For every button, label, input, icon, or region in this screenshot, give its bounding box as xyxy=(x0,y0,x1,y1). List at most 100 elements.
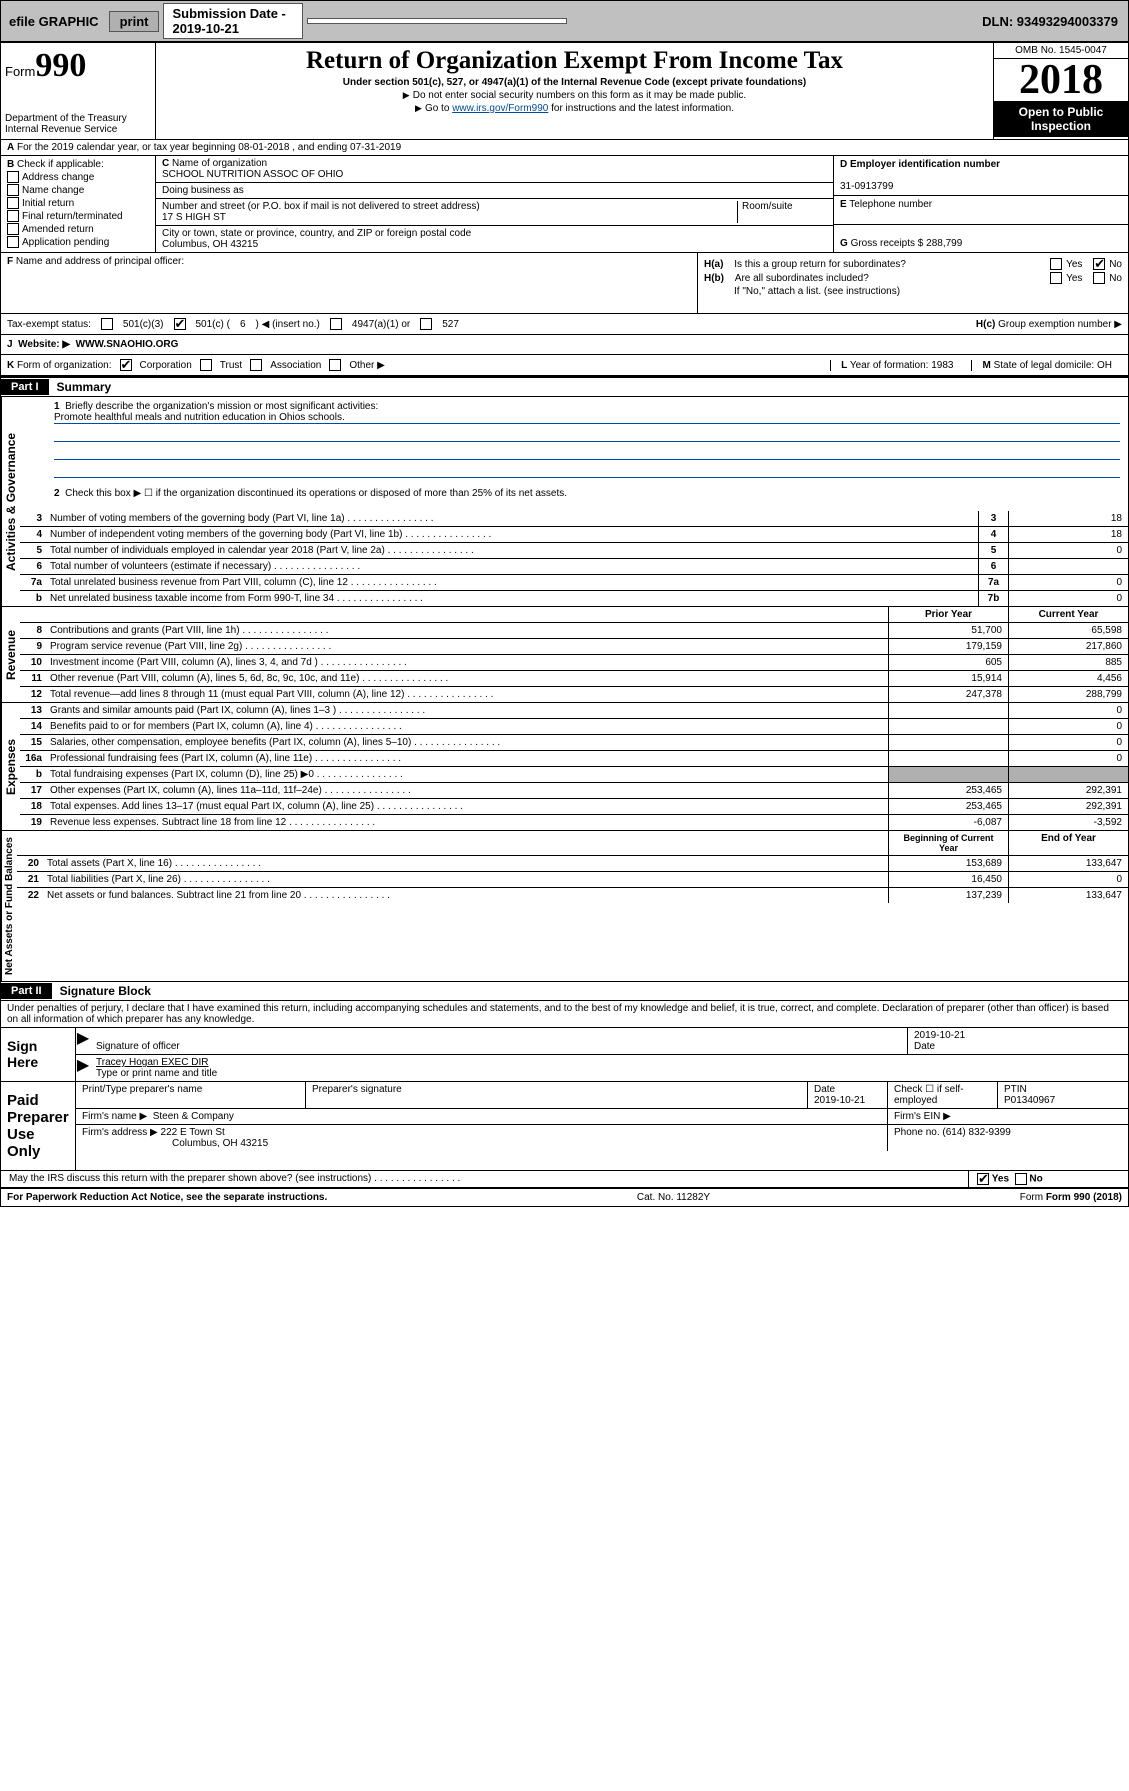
tax-status-label: Tax-exempt status: xyxy=(7,319,91,330)
ha-yes-checkbox[interactable] xyxy=(1050,258,1062,270)
dba-label: Doing business as xyxy=(162,185,244,196)
assoc-checkbox[interactable] xyxy=(250,359,262,371)
side-netassets: Net Assets or Fund Balances xyxy=(1,831,17,981)
sig-date-label: Date xyxy=(914,1041,935,1052)
addr-label: Number and street (or P.O. box if mail i… xyxy=(162,201,480,212)
name-change-checkbox[interactable] xyxy=(7,184,19,196)
side-revenue: Revenue xyxy=(1,607,20,702)
state-domicile: OH xyxy=(1097,360,1112,371)
form-word: Form xyxy=(5,64,35,79)
sig-date-value: 2019-10-21 xyxy=(914,1030,965,1041)
corp-checkbox[interactable] xyxy=(120,359,132,371)
sign-here-label: Sign Here xyxy=(1,1028,76,1081)
website-value: WWW.SNAOHIO.ORG xyxy=(76,339,179,350)
street-address: 17 S HIGH ST xyxy=(162,212,226,223)
hb-yes-checkbox[interactable] xyxy=(1050,272,1062,284)
527-checkbox[interactable] xyxy=(420,318,432,330)
part1-title: Summary xyxy=(49,378,120,396)
form-990: Form990 Department of the Treasury Inter… xyxy=(0,42,1129,1207)
part2-title: Signature Block xyxy=(52,982,159,1000)
submission-date: Submission Date - 2019-10-21 xyxy=(163,3,303,39)
side-expenses: Expenses xyxy=(1,703,20,830)
501c-checkbox[interactable] xyxy=(174,318,186,330)
name-label: Type or print name and title xyxy=(96,1068,217,1079)
self-employed-check: Check ☐ if self-employed xyxy=(888,1082,998,1108)
discuss-no-checkbox[interactable] xyxy=(1015,1173,1027,1185)
mission-text: Promote healthful meals and nutrition ed… xyxy=(54,412,1120,424)
pending-checkbox[interactable] xyxy=(7,236,19,248)
prep-name-label: Print/Type preparer's name xyxy=(76,1082,306,1108)
prep-date: 2019-10-21 xyxy=(814,1095,865,1106)
form-number: 990 xyxy=(35,47,86,84)
line-a-text: For the 2019 calendar year, or tax year … xyxy=(17,142,401,153)
phone-label: Telephone number xyxy=(849,199,932,210)
initial-return-checkbox[interactable] xyxy=(7,197,19,209)
addr-change-checkbox[interactable] xyxy=(7,171,19,183)
irs-link[interactable]: www.irs.gov/Form990 xyxy=(452,103,548,114)
declaration-text: Under penalties of perjury, I declare th… xyxy=(1,1001,1128,1027)
beg-year-hdr: Beginning of Current Year xyxy=(888,831,1008,855)
city-value: Columbus, OH 43215 xyxy=(162,239,258,250)
room-label: Room/suite xyxy=(737,201,827,223)
officer-label: Name and address of principal officer: xyxy=(16,256,184,267)
final-return-checkbox[interactable] xyxy=(7,210,19,222)
q1-text: Briefly describe the organization's miss… xyxy=(65,401,378,412)
amended-checkbox[interactable] xyxy=(7,223,19,235)
curr-year-hdr: Current Year xyxy=(1008,607,1128,622)
form-title: Return of Organization Exempt From Incom… xyxy=(164,47,985,75)
discuss-yes-checkbox[interactable] xyxy=(977,1173,989,1185)
firm-ein-label: Firm's EIN ▶ xyxy=(888,1109,1128,1124)
form-footer: Form Form 990 (2018) xyxy=(1020,1192,1122,1203)
firm-name: Steen & Company xyxy=(153,1111,234,1122)
gross-value: 288,799 xyxy=(926,238,962,249)
part1-header: Part I xyxy=(1,379,49,395)
4947-checkbox[interactable] xyxy=(330,318,342,330)
goto-note: Go to www.irs.gov/Form990 for instructio… xyxy=(164,103,985,114)
org-name-label: Name of organization xyxy=(172,158,267,169)
end-year-hdr: End of Year xyxy=(1008,831,1128,855)
hc-text: Group exemption number ▶ xyxy=(998,319,1122,330)
prior-year-hdr: Prior Year xyxy=(888,607,1008,622)
city-label: City or town, state or province, country… xyxy=(162,228,471,239)
ha-no-checkbox[interactable] xyxy=(1093,258,1105,270)
form-org-label: Form of organization: xyxy=(17,360,112,371)
dept-label: Department of the Treasury Internal Reve… xyxy=(5,113,151,135)
inspection-label: Open to Public Inspection xyxy=(994,101,1128,137)
sig-officer-label: Signature of officer xyxy=(96,1041,180,1052)
hb-no-checkbox[interactable] xyxy=(1093,272,1105,284)
efile-label: efile GRAPHIC xyxy=(3,14,105,29)
paid-preparer-label: Paid Preparer Use Only xyxy=(1,1082,76,1170)
gross-label: Gross receipts $ xyxy=(851,238,924,249)
prep-sig-label: Preparer's signature xyxy=(306,1082,808,1108)
ptin-value: P01340967 xyxy=(1004,1095,1055,1106)
hb-text: Are all subordinates included? xyxy=(735,273,1046,284)
cat-no: Cat. No. 11282Y xyxy=(637,1192,710,1203)
form-subtitle: Under section 501(c), 527, or 4947(a)(1)… xyxy=(164,77,985,88)
trust-checkbox[interactable] xyxy=(200,359,212,371)
section-b-label: Check if applicable: xyxy=(17,159,104,170)
ha-text: Is this a group return for subordinates? xyxy=(734,259,1046,270)
part2-header: Part II xyxy=(1,983,52,999)
discuss-text: May the IRS discuss this return with the… xyxy=(9,1173,371,1184)
dln-label: DLN: 93493294003379 xyxy=(982,14,1126,29)
tax-year: 2018 xyxy=(994,59,1128,101)
firm-city: Columbus, OH 43215 xyxy=(172,1138,268,1149)
firm-phone: (614) 832-9399 xyxy=(942,1127,1010,1138)
501c3-checkbox[interactable] xyxy=(101,318,113,330)
ssn-note: Do not enter social security numbers on … xyxy=(164,90,985,101)
hb-note: If "No," attach a list. (see instruction… xyxy=(704,286,1122,297)
website-label: Website: ▶ xyxy=(18,339,70,350)
year-formation: 1983 xyxy=(931,360,953,371)
org-name: SCHOOL NUTRITION ASSOC OF OHIO xyxy=(162,169,343,180)
officer-name-title: Tracey Hogan EXEC DIR xyxy=(96,1057,208,1068)
firm-address: 222 E Town St xyxy=(161,1127,225,1138)
blank-field xyxy=(307,18,567,24)
top-bar: efile GRAPHIC print Submission Date - 20… xyxy=(0,0,1129,42)
print-button[interactable]: print xyxy=(109,11,160,32)
q2-text: Check this box ▶ ☐ if the organization d… xyxy=(65,488,567,499)
ein-value: 31-0913799 xyxy=(840,181,893,192)
ein-label: Employer identification number xyxy=(850,159,1000,170)
side-governance: Activities & Governance xyxy=(1,397,20,606)
paperwork-notice: For Paperwork Reduction Act Notice, see … xyxy=(7,1192,327,1203)
other-checkbox[interactable] xyxy=(329,359,341,371)
